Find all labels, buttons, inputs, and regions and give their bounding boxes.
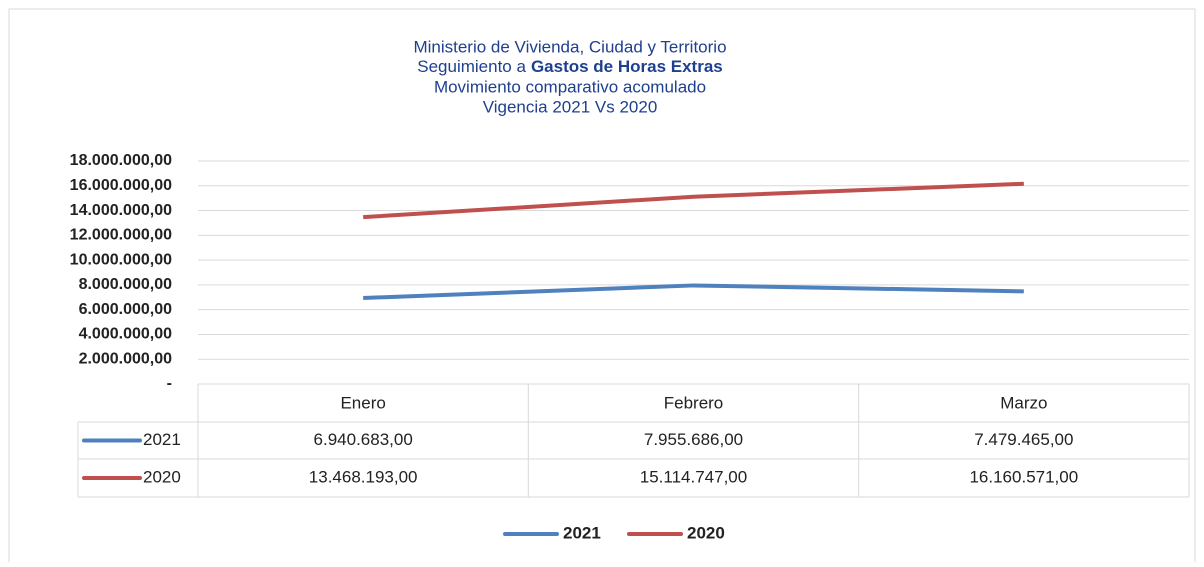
table-row-label: 2020 [143,467,181,486]
series-line [363,283,1024,301]
series-line [363,181,1024,220]
table-row-label: 2021 [143,430,181,449]
table-value: 7.479.465,00 [974,430,1073,449]
y-tick-label: - [167,375,172,392]
x-tick-label: Marzo [1000,393,1047,412]
y-tick-label: 8.000.000,00 [79,276,173,293]
y-tick-label: 14.000.000,00 [70,202,172,219]
y-tick-label: 10.000.000,00 [70,251,172,268]
y-tick-label: 12.000.000,00 [70,227,172,244]
y-tick-label: 4.000.000,00 [79,326,173,343]
chart-title: Movimiento comparativo acomulado [434,77,706,96]
y-tick-label: 18.000.000,00 [70,152,172,169]
legend-label: 2020 [687,523,725,542]
x-tick-label: Febrero [664,393,724,412]
chart-title: Seguimiento a Gastos de Horas Extras [417,57,723,76]
chart-title-part: Seguimiento a [417,57,526,76]
y-tick-label: 16.000.000,00 [70,177,172,194]
table-value: 16.160.571,00 [969,467,1078,486]
chart-title: Ministerio de Vivienda, Ciudad y Territo… [413,37,726,56]
y-tick-label: 2.000.000,00 [79,350,173,367]
chart-border [8,8,1196,567]
table-value: 13.468.193,00 [309,467,418,486]
x-tick-label: Enero [340,393,385,412]
table-value: 6.940.683,00 [314,430,413,449]
y-tick-label: 6.000.000,00 [79,301,173,318]
chart-title-part: Gastos de Horas Extras [531,57,723,76]
chart-title: Vigencia 2021 Vs 2020 [483,97,658,116]
legend-label: 2021 [563,523,601,542]
table-value: 15.114.747,00 [640,467,747,486]
table-value: 7.955.686,00 [644,430,743,449]
